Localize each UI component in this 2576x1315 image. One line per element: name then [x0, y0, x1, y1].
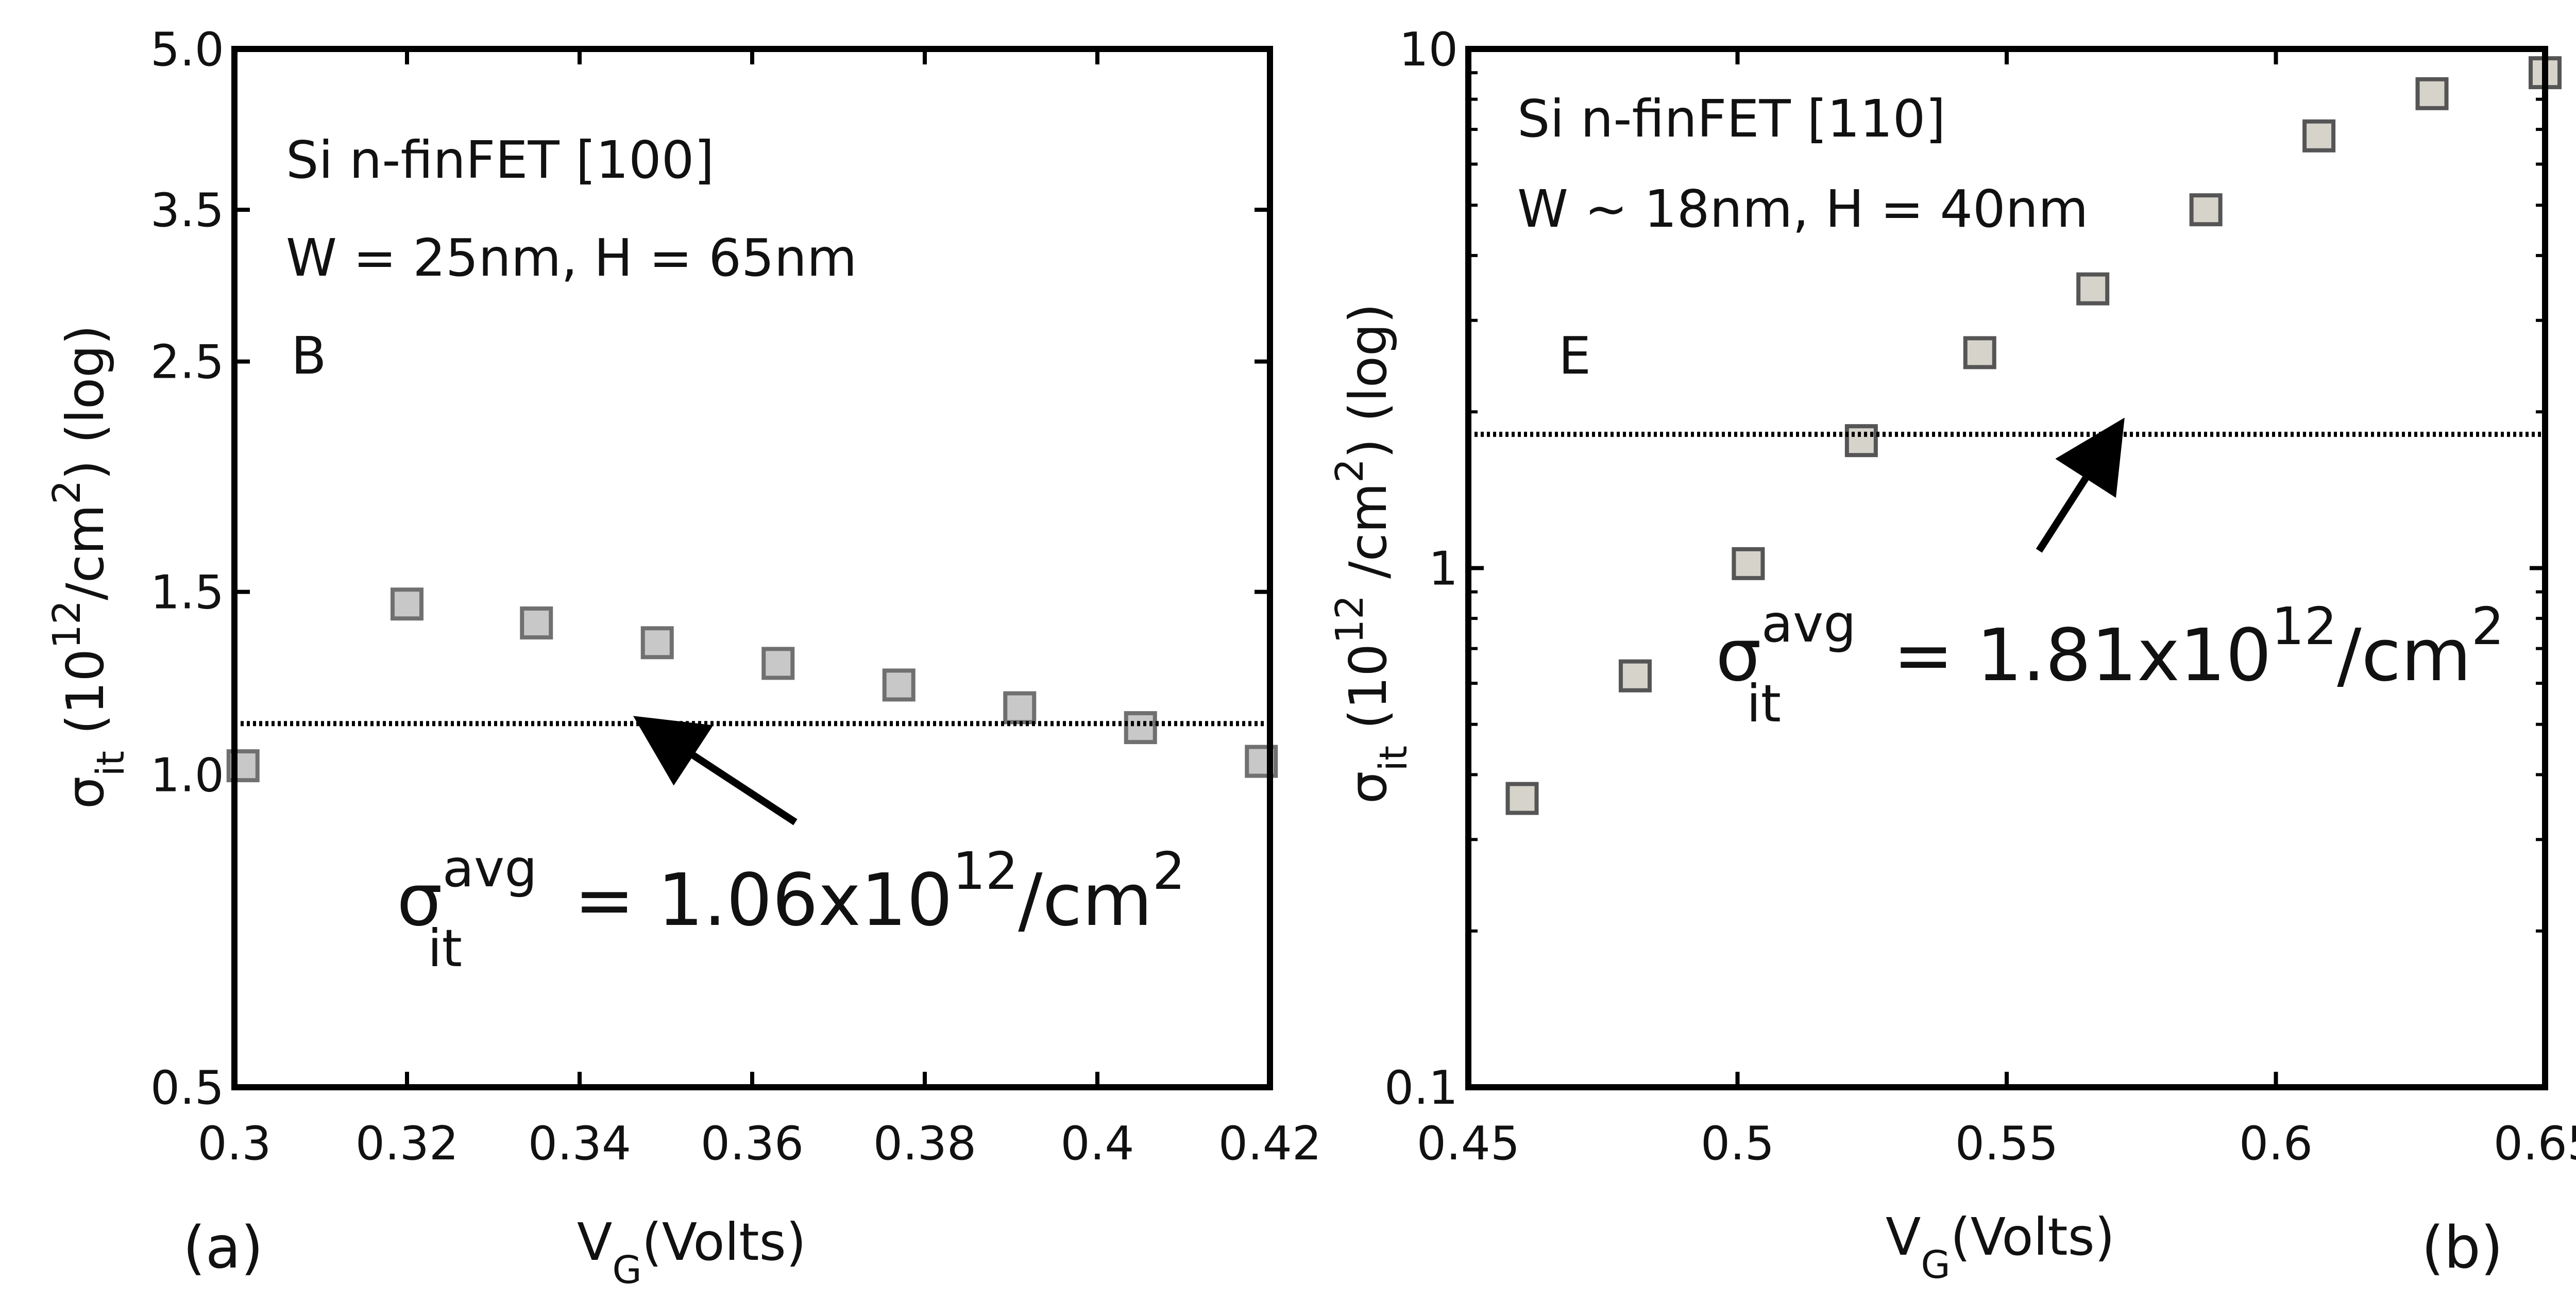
x-tick-label: 0.45: [1417, 1117, 1520, 1171]
panel-b-y-axis-label: σit (1012 /cm2) (log): [1328, 304, 1416, 804]
x-tick-label: 0.38: [873, 1117, 976, 1171]
y-label-sub: it: [89, 751, 133, 777]
panel-b-annotation-device: Si n-finFET [110]: [1517, 89, 1945, 149]
y-tick-label: 0.5: [150, 1061, 224, 1115]
avg-label-exp2: 2: [1153, 841, 1185, 901]
panel-a-points: [226, 587, 1278, 783]
panel-a-y-axis-label: σit (1012/cm2) (log): [45, 325, 133, 809]
x-label-unit: (Volts): [642, 1212, 806, 1272]
panel-b-average-label: σavg it = 1.81x1012/cm2: [1716, 594, 2504, 734]
y-tick-label: 3.5: [150, 183, 224, 238]
avg-label-sub: it: [1747, 673, 1781, 734]
panel-a-x-axis-label: VG(Volts): [577, 1212, 806, 1292]
data-point: [2302, 119, 2336, 153]
x-label-v: V: [1886, 1207, 1921, 1267]
data-point: [520, 606, 553, 639]
panel-a-annotation-letter: B: [291, 326, 327, 386]
panel-b-x-axis-label: VG(Volts): [1886, 1207, 2115, 1287]
panel-b-annotation-letter: E: [1558, 326, 1591, 386]
x-tick-label: 0.34: [528, 1117, 631, 1171]
x-label-sub: G: [612, 1248, 641, 1292]
y-label-log: ) (log): [55, 325, 115, 480]
y-label-sigma: σ: [1338, 771, 1398, 804]
panel-a-label: (a): [183, 1215, 263, 1282]
avg-label-exp: 12: [953, 841, 1018, 901]
data-point: [1124, 711, 1157, 745]
x-tick-label: 0.32: [355, 1117, 459, 1171]
panel-a-annotation-dims: W = 25nm, H = 65nm: [286, 228, 857, 288]
y-label-sigma: σ: [55, 777, 115, 809]
panel-a-annotation-device: Si n-finFET [100]: [286, 130, 714, 190]
avg-label-unit: /cm: [2337, 614, 2471, 698]
x-tick-label: 0.65: [2494, 1117, 2576, 1171]
data-point: [1844, 424, 1878, 458]
panel-b-arrow: [2036, 417, 2125, 553]
data-point: [1732, 547, 1765, 580]
y-label-sup: 12: [45, 600, 89, 649]
y-label-unit: (10: [55, 649, 115, 751]
y-tick-label: 10: [1399, 23, 1458, 77]
data-point: [640, 626, 674, 660]
y-tick-label: 1.0: [150, 748, 224, 802]
y-label-sup2: 2: [45, 480, 89, 504]
y-label-sub: it: [1371, 746, 1416, 771]
data-point: [2189, 193, 2223, 227]
panel-b-plot-frame: [1465, 46, 2548, 1090]
avg-label-sub: it: [428, 918, 462, 979]
y-label-cm: /cm: [1338, 483, 1398, 595]
avg-label-sup: avg: [1761, 594, 1856, 654]
y-label-cm: /cm: [55, 504, 115, 600]
x-tick-label: 0.6: [2239, 1117, 2313, 1171]
y-label-sup2: 2: [1328, 459, 1372, 483]
x-label-unit: (Volts): [1951, 1207, 2115, 1267]
data-point: [2076, 272, 2110, 306]
x-tick-label: 0.36: [701, 1117, 804, 1171]
data-point: [391, 587, 423, 621]
y-label-sup: 12: [1328, 595, 1372, 644]
panel-b: 0.45 0.5 0.55 0.6 0.65 0.1 1 10 Si n-finFET [11…: [1328, 23, 2576, 1287]
data-point: [1618, 659, 1652, 693]
avg-label-sigma: σ: [1716, 614, 1761, 698]
data-point: [1003, 691, 1037, 724]
avg-label-sigma: σ: [397, 858, 443, 942]
avg-label-sup: avg: [443, 838, 537, 899]
x-tick-label: 0.4: [1060, 1117, 1134, 1171]
data-point: [882, 668, 916, 702]
x-tick-label: 0.55: [1955, 1117, 2058, 1171]
avg-label-exp2: 2: [2471, 596, 2504, 656]
data-point: [1505, 782, 1539, 815]
panel-a-gridticks: 0.3 0.32 0.34 0.36 0.38 0.4 0.42 0.5 1.0 1.5 2.5 3.…: [150, 23, 1321, 1171]
panel-a: 0.3 0.32 0.34 0.36 0.38 0.4 0.42 0.5 1.0 1.5 2.5 3.…: [45, 23, 1321, 1292]
y-tick-label: 2.5: [150, 335, 224, 390]
panel-a-plot-frame: [231, 46, 1273, 1090]
x-tick-label: 0.5: [1701, 1117, 1774, 1171]
data-point: [1963, 336, 1996, 369]
avg-label-value: = 1.06x10: [551, 858, 953, 942]
y-tick-label: 1: [1429, 542, 1458, 596]
avg-label-value: = 1.81x10: [1870, 614, 2272, 698]
panel-b-label: (b): [2421, 1215, 2503, 1282]
y-tick-label: 5.0: [150, 23, 224, 77]
y-label-unit: (10: [1338, 644, 1398, 746]
avg-label-exp: 12: [2272, 596, 2337, 656]
panel-a-average-label: σavg it = 1.06x1012/cm2: [397, 838, 1185, 979]
panel-b-annotation-dims: W ~ 18nm, H = 40nm: [1517, 179, 2088, 239]
x-tick-label: 0.42: [1218, 1117, 1321, 1171]
x-label-v: V: [577, 1212, 612, 1272]
y-tick-label: 1.5: [150, 566, 224, 620]
data-point: [2415, 77, 2449, 110]
panel-a-arrow: [633, 716, 798, 825]
y-tick-label: 0.1: [1384, 1061, 1458, 1115]
y-label-log: ) (log): [1338, 304, 1398, 459]
data-point: [761, 647, 795, 680]
x-tick-label: 0.3: [197, 1117, 271, 1171]
panel-b-points: [1505, 56, 2562, 815]
x-label-sub: G: [1921, 1243, 1950, 1287]
avg-label-unit: /cm: [1018, 858, 1153, 942]
